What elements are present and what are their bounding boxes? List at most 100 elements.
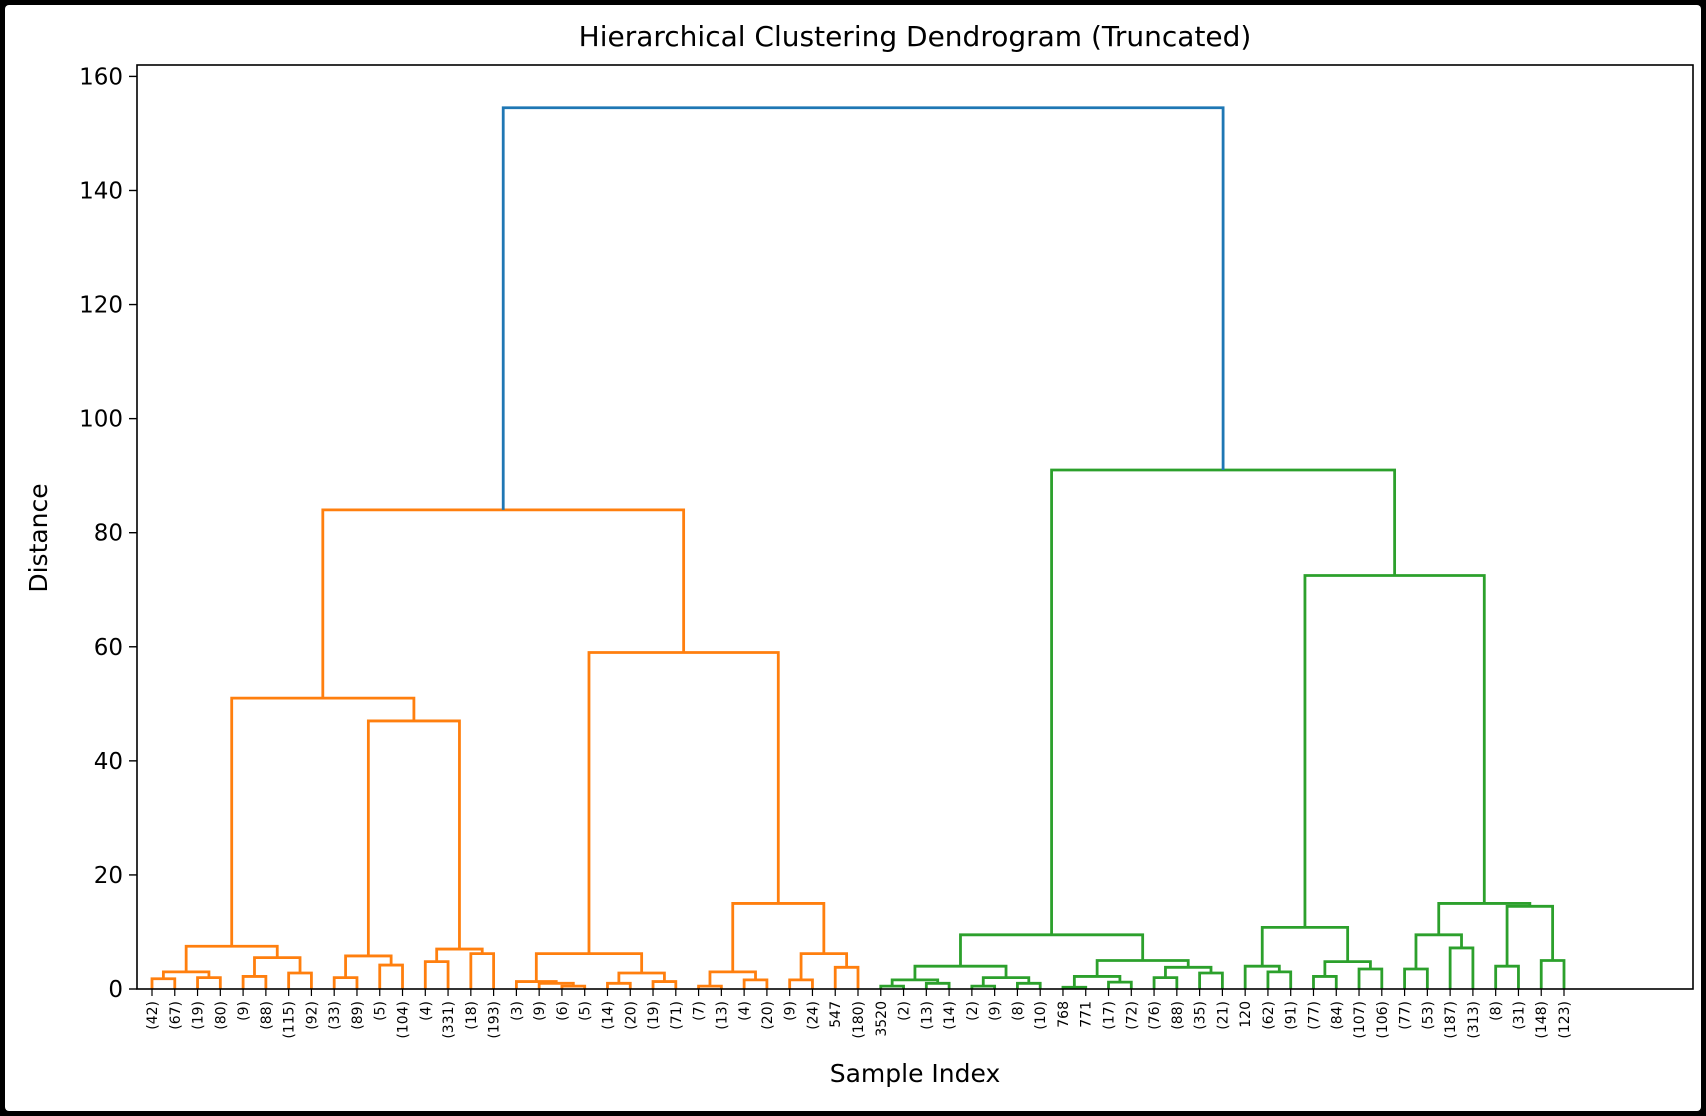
dendrogram-link	[1437, 902, 1532, 935]
leaf-label: (313)	[1466, 1001, 1482, 1039]
dendrogram-link	[606, 981, 632, 989]
leaf-label: (107)	[1352, 1001, 1368, 1039]
leaf-label: (8)	[1010, 1001, 1026, 1021]
leaf-label: (72)	[1124, 1001, 1140, 1030]
leaf-label: (13)	[919, 1001, 935, 1030]
leaf-label: (180)	[851, 1001, 867, 1039]
dendrogram-link	[924, 981, 951, 989]
dendrogram-link	[230, 696, 416, 947]
y-tick-label: 40	[94, 749, 123, 775]
leaf-label: (3)	[509, 1001, 525, 1021]
leaf-label: (187)	[1443, 1001, 1459, 1039]
leaf-label: (76)	[1147, 1001, 1163, 1030]
leaf-label: (7)	[692, 1001, 708, 1021]
plot-frame	[136, 64, 1694, 990]
dendrogram-link	[1312, 975, 1338, 989]
leaf-label: (331)	[441, 1001, 457, 1039]
leaf-label: (4)	[418, 1001, 434, 1021]
leaf-label: (88)	[259, 1001, 275, 1030]
leaf-label: 771	[1079, 1001, 1095, 1028]
leaf-label: (6)	[555, 1001, 571, 1021]
leaf-label: (89)	[350, 1001, 366, 1030]
dendrogram-link	[788, 978, 814, 989]
leaf-label: (148)	[1534, 1001, 1550, 1039]
leaf-label: (106)	[1375, 1001, 1391, 1039]
leaf-label: 120	[1238, 1001, 1254, 1028]
leaf-label: (33)	[327, 1001, 343, 1030]
dendrogram-link	[1448, 946, 1475, 989]
y-tick-label: 140	[79, 178, 123, 204]
dendrogram-link	[1266, 970, 1293, 989]
dendrogram-link	[1494, 964, 1520, 989]
leaf-label: (4)	[737, 1001, 753, 1021]
y-tick-label: 0	[108, 977, 123, 1003]
leaf-label: (5)	[373, 1001, 389, 1021]
dendrogram-link	[332, 976, 359, 989]
figure: Hierarchical Clustering Dendrogram (Trun…	[5, 5, 1701, 1111]
leaf-label: (193)	[487, 1001, 503, 1039]
dendrogram-link	[1243, 964, 1281, 989]
y-tick-label: 60	[94, 635, 123, 661]
leaf-label: (5)	[578, 1001, 594, 1021]
dendrogram-link	[651, 980, 678, 989]
leaf-label: (53)	[1420, 1001, 1436, 1030]
dendrogram-link	[1198, 971, 1224, 989]
leaf-label: (80)	[213, 1001, 229, 1030]
x-axis: (42) (67) (19) (80) (9) (88) (115) (92) (33) (89)…	[145, 989, 1573, 1039]
leaf-label: (62)	[1261, 1001, 1277, 1030]
dendrogram-link	[587, 651, 780, 954]
leaf-label: (123)	[1557, 1001, 1573, 1039]
dendrogram-link	[378, 963, 404, 989]
dendrogram-link	[742, 978, 769, 989]
y-axis-title: Distance	[24, 483, 53, 592]
dendrogram-link	[1505, 904, 1555, 967]
dendrogram-link	[344, 954, 393, 978]
leaf-label: (35)	[1193, 1001, 1209, 1030]
leaf-label: (9)	[236, 1001, 252, 1021]
dendrogram-link	[366, 719, 461, 956]
dendrogram-link	[469, 952, 496, 989]
dendrogram-chart: Hierarchical Clustering Dendrogram (Trun…	[24, 20, 1694, 1088]
y-tick-label: 100	[79, 407, 123, 433]
leaf-label: (10)	[1033, 1001, 1049, 1030]
dendrogram-link	[1539, 959, 1566, 989]
y-tick-label: 20	[94, 863, 123, 889]
dendrogram-link	[731, 902, 826, 972]
leaf-label: (77)	[1306, 1001, 1322, 1030]
leaf-label: (20)	[623, 1001, 639, 1030]
leaf-label: 547	[828, 1001, 844, 1028]
leaf-label: 768	[1056, 1001, 1072, 1028]
leaf-label: (14)	[600, 1001, 616, 1030]
leaf-label: (77)	[1398, 1001, 1414, 1030]
dendrogram-link	[423, 960, 450, 989]
dendrogram-link	[534, 952, 644, 982]
dendrogram-link	[321, 508, 686, 699]
dendrogram-link	[1357, 967, 1384, 989]
x-axis-title: Sample Index	[830, 1059, 1001, 1088]
leaf-label: (104)	[396, 1001, 412, 1039]
dendrogram-link	[833, 965, 860, 989]
leaf-label: (21)	[1215, 1001, 1231, 1030]
leaf-label: (18)	[464, 1001, 480, 1030]
dendrogram-link	[1016, 981, 1042, 989]
dendrogram-link	[1107, 980, 1133, 989]
leaf-label: (91)	[1284, 1001, 1300, 1030]
dendrogram-links	[150, 106, 1566, 989]
y-tick-label: 160	[79, 64, 123, 90]
y-axis: 0 20 40 60 80 100 120 140 160	[79, 64, 137, 1003]
dendrogram-link	[1152, 976, 1179, 989]
leaf-label: (71)	[669, 1001, 685, 1030]
leaf-label: (19)	[646, 1001, 662, 1030]
leaf-label: (9)	[783, 1001, 799, 1021]
dendrogram-link	[435, 947, 484, 962]
leaf-label: (24)	[805, 1001, 821, 1030]
leaf-label: (19)	[191, 1001, 207, 1030]
leaf-label: (42)	[145, 1001, 161, 1030]
dendrogram-link	[196, 976, 222, 989]
dendrogram-link	[1050, 468, 1397, 935]
leaf-label: (2)	[897, 1001, 913, 1021]
dendrogram-link	[241, 975, 268, 989]
dendrogram-link	[1414, 933, 1463, 970]
leaf-label: (92)	[304, 1001, 320, 1030]
dendrogram-link	[1303, 574, 1486, 928]
